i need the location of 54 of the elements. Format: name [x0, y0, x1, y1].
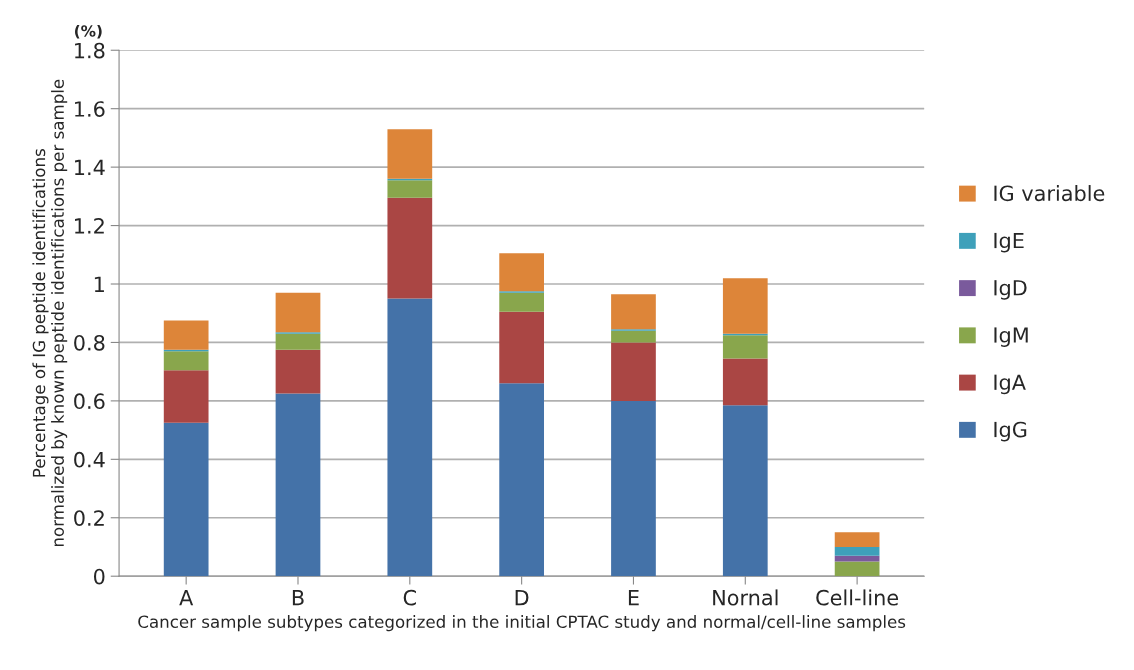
bar	[834, 561, 880, 577]
legend-label: IG variable	[994, 185, 1105, 202]
y-tick-label: 0.6	[74, 393, 105, 410]
y-tick-label: 1.4	[75, 159, 105, 176]
y-axis-title: Percentage of IG peptide identifications normalized by known peptide identifications per sample	[32, 79, 68, 547]
bar	[275, 393, 321, 577]
bar	[722, 278, 768, 334]
x-tick-label: A	[179, 590, 194, 606]
y-tick-label: 0.8	[74, 334, 105, 351]
bar	[275, 349, 321, 394]
text: (%)	[75, 24, 102, 39]
bar	[834, 555, 880, 562]
bar	[163, 351, 209, 371]
bar	[387, 129, 433, 179]
bar	[499, 311, 545, 384]
bar	[387, 180, 433, 198]
y-tick-label: 1.2	[75, 218, 104, 234]
bar	[163, 320, 209, 350]
legend-label: IgG	[994, 421, 1027, 442]
legend-label: IgA	[994, 374, 1026, 395]
bar	[722, 358, 768, 406]
bar	[163, 370, 209, 423]
bar	[499, 383, 545, 577]
bar	[611, 342, 656, 401]
bar	[834, 532, 880, 547]
legend-label: IgM	[994, 327, 1028, 347]
y-tick-label: 0.4	[74, 451, 105, 468]
x-axis-title: Cancer sample subtypes categorized in the initial CPTAC study and normal/cell-line samples	[138, 615, 906, 632]
bar	[163, 422, 209, 577]
legend-label: IgD	[994, 280, 1027, 300]
x-tick-label: Nornal	[713, 589, 778, 606]
y-tick-label: 1.8	[75, 42, 105, 59]
bar	[611, 400, 656, 577]
bar	[275, 333, 321, 350]
y-tick-label: 0.2	[74, 510, 104, 526]
bar	[387, 197, 433, 299]
x-tick-label: B	[292, 590, 304, 606]
bar	[611, 330, 656, 343]
legend-label: IgE	[994, 232, 1024, 253]
bar	[834, 546, 880, 556]
y-tick-label: 0	[93, 568, 105, 585]
bar	[275, 292, 321, 333]
bar	[499, 253, 545, 292]
x-tick-label: D	[515, 590, 529, 606]
bar	[611, 294, 656, 330]
y-tick-label: 1	[94, 276, 104, 292]
x-tick-label: Cell-line	[816, 589, 899, 606]
x-tick-label: C	[403, 589, 416, 606]
bar	[387, 298, 433, 577]
bar	[499, 292, 545, 312]
bar	[722, 405, 768, 577]
x-tick-label: E	[628, 590, 639, 606]
bar	[722, 335, 768, 359]
y-tick-label: 1.6	[75, 101, 105, 117]
